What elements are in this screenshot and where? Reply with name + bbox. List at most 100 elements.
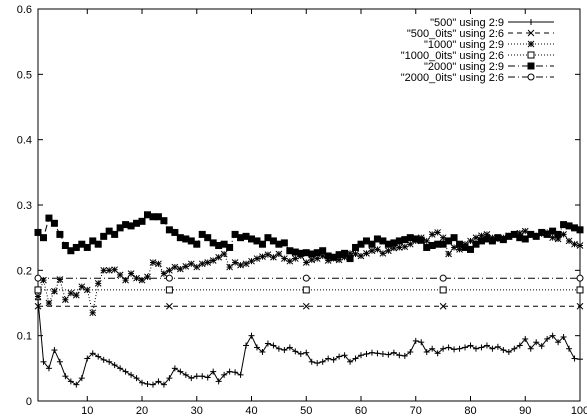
data-point bbox=[275, 250, 283, 258]
x-tick-label: 40 bbox=[245, 405, 257, 417]
data-point bbox=[188, 375, 195, 382]
data-point bbox=[368, 240, 376, 248]
data-point bbox=[368, 247, 376, 255]
data-point bbox=[40, 358, 47, 365]
data-point bbox=[401, 243, 409, 251]
data-point bbox=[111, 362, 118, 369]
x-tick-label: 30 bbox=[191, 405, 203, 417]
data-point bbox=[281, 347, 288, 354]
data-point bbox=[166, 302, 173, 310]
data-point bbox=[363, 249, 370, 257]
data-point bbox=[165, 286, 173, 294]
data-point bbox=[417, 236, 425, 244]
data-point bbox=[72, 291, 80, 299]
series-line bbox=[37, 299, 581, 386]
data-point bbox=[100, 232, 108, 240]
legend-marker bbox=[527, 40, 535, 48]
data-point bbox=[117, 365, 124, 372]
data-point bbox=[111, 266, 119, 274]
legend-item: "500" using 2:9 bbox=[430, 17, 554, 29]
legend-marker bbox=[527, 51, 535, 59]
data-point bbox=[270, 253, 277, 261]
x-tick-label: 10 bbox=[81, 405, 93, 417]
data-point bbox=[472, 345, 479, 352]
data-point bbox=[226, 368, 233, 375]
data-point bbox=[220, 250, 228, 258]
data-point bbox=[106, 358, 113, 365]
data-point bbox=[286, 344, 293, 351]
data-point bbox=[155, 260, 162, 268]
y-tick-label: 0.6 bbox=[17, 4, 32, 16]
legend-item: "2000_0its" using 2:6 bbox=[401, 72, 554, 84]
data-point bbox=[182, 263, 190, 270]
data-point bbox=[336, 353, 343, 360]
legend-item: "2000" using 2:9 bbox=[424, 61, 554, 73]
data-point bbox=[440, 345, 447, 352]
data-point bbox=[232, 369, 239, 376]
data-point bbox=[198, 260, 206, 268]
data-point bbox=[51, 347, 58, 354]
y-tick-label: 0.5 bbox=[17, 69, 32, 81]
data-point bbox=[144, 381, 151, 388]
data-point bbox=[511, 345, 518, 352]
data-point bbox=[418, 339, 425, 346]
data-point bbox=[450, 234, 458, 242]
data-point bbox=[346, 255, 354, 263]
data-point bbox=[193, 240, 201, 248]
data-point bbox=[155, 378, 162, 385]
data-point bbox=[429, 345, 436, 352]
data-point bbox=[100, 356, 107, 363]
data-point bbox=[451, 346, 458, 353]
y-tick-label: 0.3 bbox=[17, 200, 32, 212]
data-point bbox=[302, 302, 310, 310]
data-point bbox=[193, 373, 200, 380]
x-tick-label: 100 bbox=[571, 405, 587, 417]
data-point bbox=[379, 249, 387, 257]
data-point bbox=[89, 350, 96, 357]
data-point bbox=[78, 375, 85, 382]
data-point bbox=[522, 335, 529, 342]
data-point bbox=[576, 242, 584, 249]
data-point bbox=[94, 240, 102, 248]
data-point bbox=[199, 373, 206, 380]
legend-marker bbox=[527, 73, 535, 81]
tick-labels: 0 0.1 0.2 0.3 0.4 0.5 0.6 10 20 30 40 50 60 70 80 90 100 bbox=[17, 4, 587, 417]
data-point bbox=[171, 228, 179, 236]
legend-label: "2000_0its" using 2:6 bbox=[401, 72, 504, 84]
data-point bbox=[456, 345, 463, 352]
data-point bbox=[166, 266, 173, 274]
data-point bbox=[434, 350, 441, 357]
data-point bbox=[576, 286, 584, 294]
data-point bbox=[34, 286, 42, 294]
data-point bbox=[45, 299, 53, 307]
data-point bbox=[116, 271, 124, 279]
data-point bbox=[538, 343, 545, 350]
data-point bbox=[308, 358, 315, 365]
data-point bbox=[204, 234, 212, 242]
legend-marker bbox=[527, 29, 535, 37]
data-point bbox=[84, 355, 91, 362]
data-point bbox=[51, 287, 58, 295]
data-point bbox=[576, 274, 584, 282]
data-point bbox=[56, 276, 64, 283]
data-point bbox=[302, 274, 310, 282]
data-point bbox=[221, 371, 228, 378]
data-point bbox=[176, 265, 184, 273]
data-point bbox=[231, 259, 239, 266]
data-point bbox=[500, 347, 507, 354]
data-point bbox=[352, 250, 359, 258]
data-point bbox=[253, 255, 261, 262]
data-point bbox=[357, 252, 365, 260]
data-point bbox=[571, 355, 578, 362]
data-point bbox=[533, 339, 540, 346]
data-point bbox=[385, 351, 392, 358]
legend-item: "1000" using 2:9 bbox=[424, 39, 554, 51]
data-point bbox=[401, 352, 408, 359]
data-point bbox=[281, 255, 288, 262]
data-point bbox=[314, 360, 321, 367]
data-point bbox=[149, 381, 156, 388]
data-point bbox=[319, 358, 326, 365]
data-point bbox=[111, 230, 119, 238]
data-point bbox=[576, 226, 584, 234]
